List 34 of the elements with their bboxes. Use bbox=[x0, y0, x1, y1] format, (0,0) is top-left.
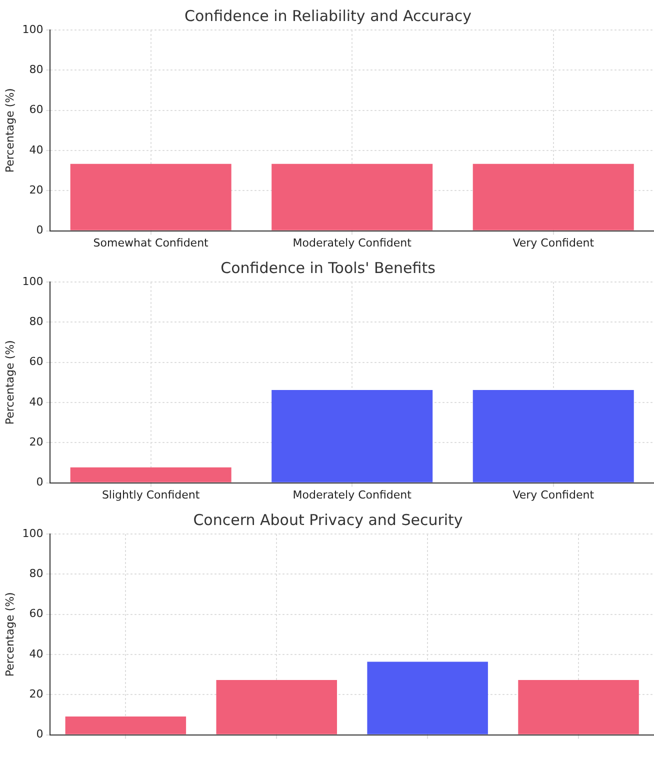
chart-title: Confidence in Reliability and Accuracy bbox=[184, 6, 472, 25]
x-tick-label: Moderately Confident bbox=[292, 488, 412, 502]
y-tick-label: 40 bbox=[29, 647, 44, 660]
y-tick-label: 20 bbox=[29, 184, 44, 196]
y-tick-label: 80 bbox=[29, 315, 44, 328]
bar bbox=[216, 680, 338, 734]
y-tick-label: 60 bbox=[29, 355, 44, 368]
x-tick-label: Somewhat Confident bbox=[93, 236, 210, 250]
y-tick-label: 40 bbox=[29, 395, 44, 408]
x-tick-label: Very Confident bbox=[512, 236, 595, 250]
y-tick-label: 0 bbox=[36, 224, 44, 237]
y-tick-label: 0 bbox=[36, 728, 44, 741]
y-tick-label: 20 bbox=[29, 688, 44, 700]
x-tick-label: Slightly Confident bbox=[102, 488, 200, 502]
x-tick-label: Very Confident bbox=[512, 488, 595, 502]
y-tick-label: 20 bbox=[29, 436, 44, 448]
y-tick-label: 80 bbox=[29, 63, 44, 76]
y-axis-title: Percentage (%) bbox=[3, 88, 16, 173]
y-tick-label: 100 bbox=[22, 526, 44, 540]
y-tick-label: 60 bbox=[29, 103, 44, 116]
bar bbox=[65, 716, 186, 734]
y-tick-label: 100 bbox=[22, 274, 44, 288]
y-tick-label: 80 bbox=[29, 567, 44, 580]
bar bbox=[518, 680, 639, 734]
y-axis-title: Percentage (%) bbox=[3, 592, 16, 677]
y-tick-label: 100 bbox=[22, 22, 44, 36]
y-tick-label: 60 bbox=[29, 607, 44, 620]
y-tick-label: 0 bbox=[36, 476, 44, 489]
bar bbox=[367, 662, 488, 734]
chart-title: Confidence in Tools' Benefits bbox=[220, 258, 436, 277]
x-tick-label: Moderately Confident bbox=[292, 236, 412, 250]
chart-title: Concern About Privacy and Security bbox=[193, 510, 463, 529]
y-tick-label: 40 bbox=[29, 143, 44, 156]
y-axis-title: Percentage (%) bbox=[3, 340, 16, 425]
